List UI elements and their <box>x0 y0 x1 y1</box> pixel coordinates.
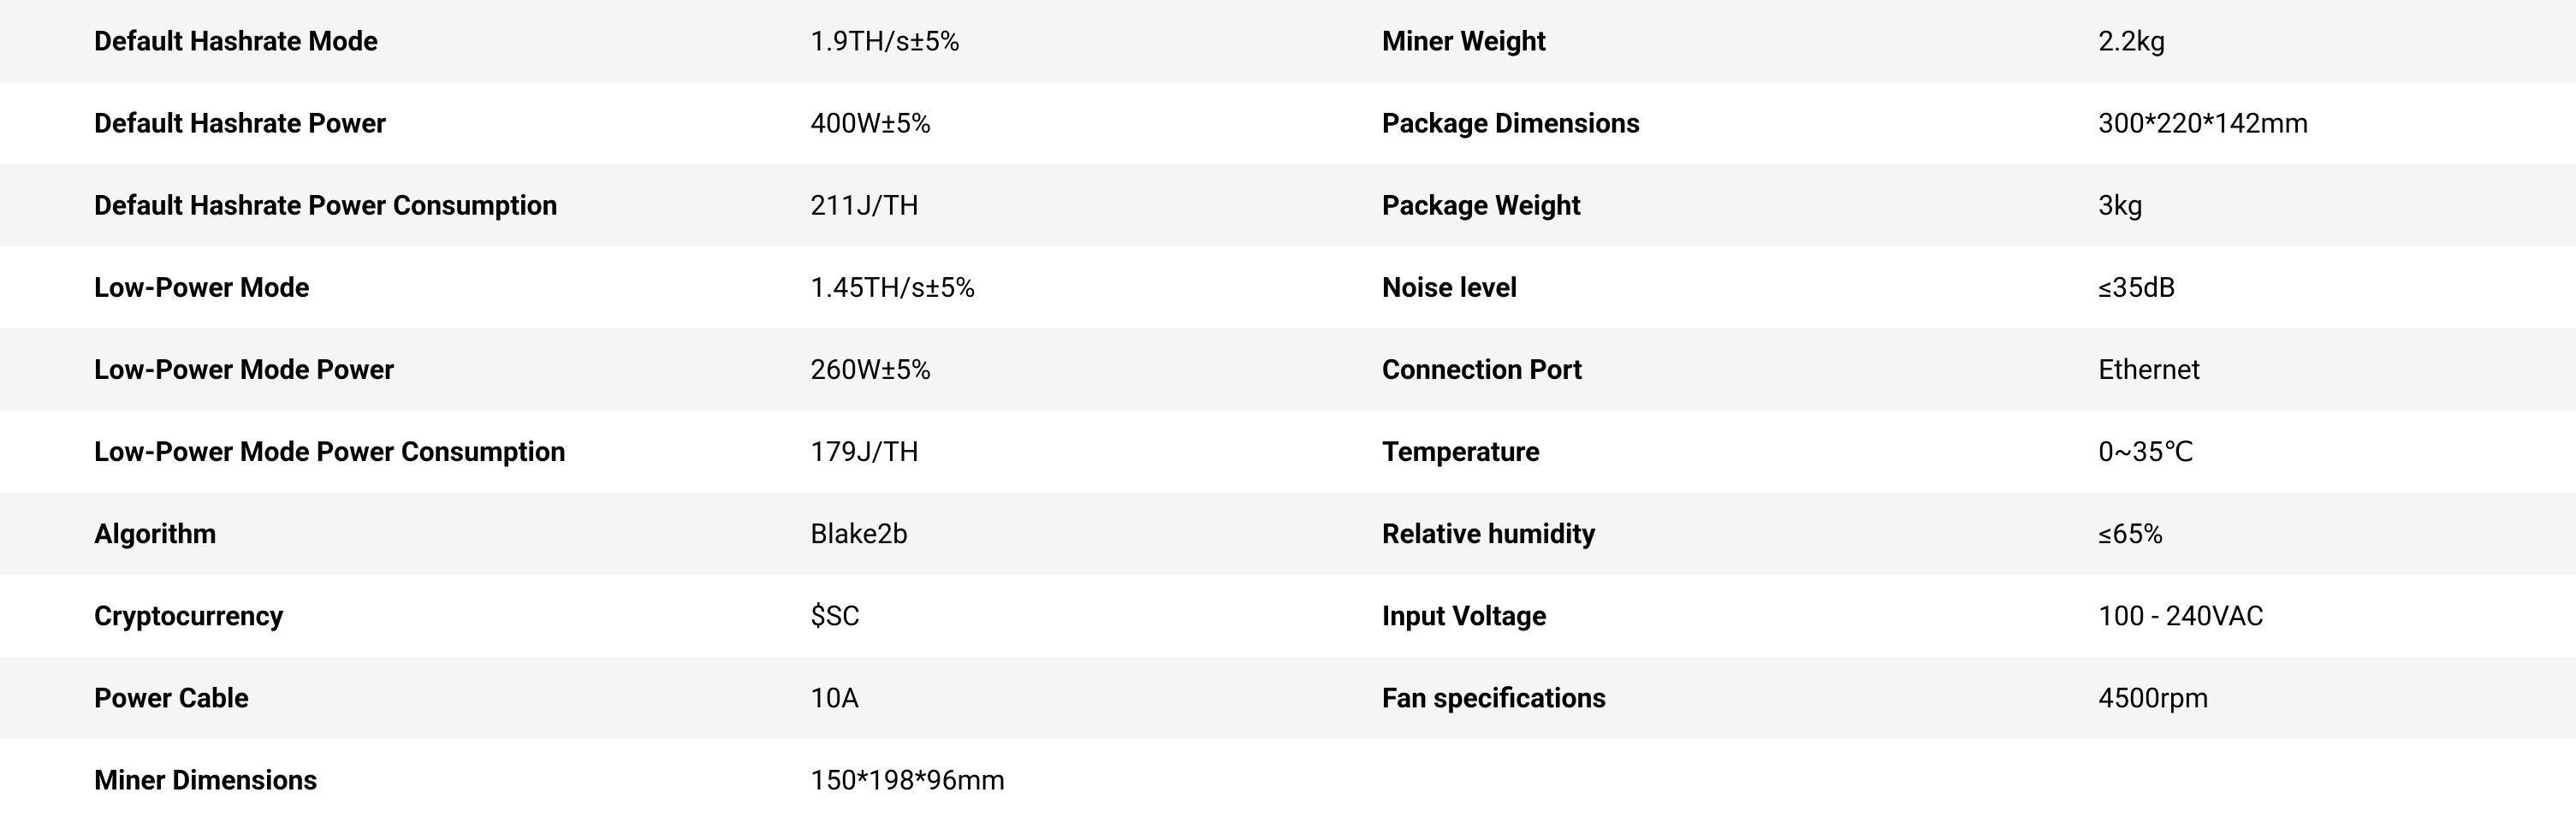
spec-value: 400W±5% <box>810 107 1288 139</box>
table-row: Algorithm Blake2b <box>0 493 1288 575</box>
table-row: Connection Port Ethernet <box>1288 328 2576 411</box>
table-row: Package Weight 3kg <box>1288 164 2576 246</box>
spec-value: 300*220*142mm <box>2098 107 2576 139</box>
table-row: Input Voltage 100 - 240VAC <box>1288 575 2576 657</box>
spec-label: Miner Dimensions <box>94 764 810 796</box>
spec-label: Default Hashrate Power Consumption <box>94 189 810 222</box>
spec-value: 3kg <box>2098 189 2576 222</box>
spec-value: 0~35℃ <box>2098 435 2576 468</box>
table-row: Noise level ≤35dB <box>1288 246 2576 328</box>
spec-label: Low-Power Mode Power <box>94 353 810 386</box>
spec-value: $SC <box>810 600 1288 632</box>
table-row: Low-Power Mode Power Consumption 179J/TH <box>0 411 1288 493</box>
spec-value: ≤35dB <box>2098 271 2576 304</box>
table-row: Cryptocurrency $SC <box>0 575 1288 657</box>
table-row: Package Dimensions 300*220*142mm <box>1288 82 2576 164</box>
table-row: Relative humidity ≤65% <box>1288 493 2576 575</box>
spec-label: Temperature <box>1382 435 2098 468</box>
table-row: Power Cable 10A <box>0 657 1288 739</box>
spec-value: 2.2kg <box>2098 25 2576 57</box>
spec-label: Package Weight <box>1382 189 2098 222</box>
spec-label: Miner Weight <box>1382 25 2098 57</box>
spec-value: 1.9TH/s±5% <box>810 25 1288 57</box>
table-row: Default Hashrate Power 400W±5% <box>0 82 1288 164</box>
spec-label: Power Cable <box>94 682 810 714</box>
spec-label: Input Voltage <box>1382 600 2098 632</box>
spec-label: Low-Power Mode <box>94 271 810 304</box>
spec-label: Noise level <box>1382 271 2098 304</box>
spec-value: 150*198*96mm <box>810 764 1288 796</box>
spec-label: Package Dimensions <box>1382 107 2098 139</box>
table-row: Miner Weight 2.2kg <box>1288 0 2576 82</box>
spec-value: 10A <box>810 682 1288 714</box>
table-row: Default Hashrate Mode 1.9TH/s±5% <box>0 0 1288 82</box>
table-row: Miner Dimensions 150*198*96mm <box>0 739 1288 821</box>
spec-label: Algorithm <box>94 518 810 550</box>
table-row: Fan specifications 4500rpm <box>1288 657 2576 739</box>
table-row: Low-Power Mode Power 260W±5% <box>0 328 1288 411</box>
spec-value: Blake2b <box>810 518 1288 550</box>
spec-column-right: Miner Weight 2.2kg Package Dimensions 30… <box>1288 0 2576 821</box>
spec-label: Default Hashrate Power <box>94 107 810 139</box>
spec-label: Fan specifications <box>1382 682 2098 714</box>
spec-table: Default Hashrate Mode 1.9TH/s±5% Default… <box>0 0 2576 821</box>
spec-value: 260W±5% <box>810 353 1288 386</box>
spec-value: 211J/TH <box>810 189 1288 222</box>
spec-label: Connection Port <box>1382 353 2098 386</box>
spec-value: 1.45TH/s±5% <box>810 271 1288 304</box>
table-row: Temperature 0~35℃ <box>1288 411 2576 493</box>
table-row <box>1288 739 2576 821</box>
spec-value: ≤65% <box>2098 518 2576 550</box>
spec-value: Ethernet <box>2098 353 2576 386</box>
spec-column-left: Default Hashrate Mode 1.9TH/s±5% Default… <box>0 0 1288 821</box>
spec-value: 4500rpm <box>2098 682 2576 714</box>
spec-label: Cryptocurrency <box>94 600 810 632</box>
table-row: Low-Power Mode 1.45TH/s±5% <box>0 246 1288 328</box>
spec-label: Relative humidity <box>1382 518 2098 550</box>
spec-label: Low-Power Mode Power Consumption <box>94 435 810 468</box>
table-row: Default Hashrate Power Consumption 211J/… <box>0 164 1288 246</box>
spec-label: Default Hashrate Mode <box>94 25 810 57</box>
spec-value: 100 - 240VAC <box>2098 600 2576 632</box>
spec-value: 179J/TH <box>810 435 1288 468</box>
